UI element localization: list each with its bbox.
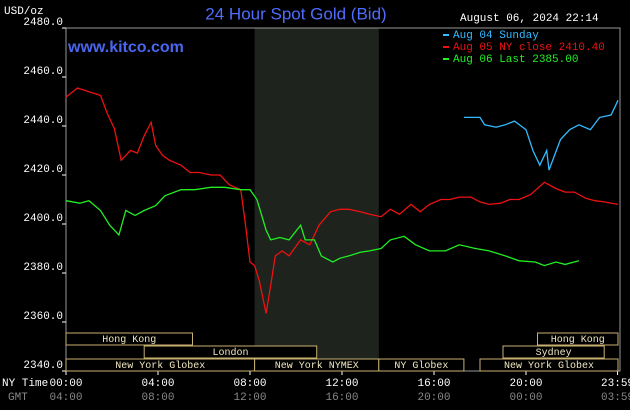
session-label: Hong Kong: [102, 335, 156, 346]
session-label: Hong Kong: [551, 335, 605, 346]
session-label: Sydney: [536, 347, 572, 359]
session-box: [378, 358, 465, 372]
y-tick-label: 2380.0: [23, 262, 63, 274]
session-box: [65, 332, 193, 346]
y-tick-label: 2440.0: [23, 115, 63, 127]
x-tick-label: 00:00: [49, 378, 82, 390]
legend-label: Aug 05 NY close 2410.40: [453, 42, 605, 54]
x2-tick-label: 03:59: [601, 392, 630, 404]
legend-label: Aug 06 Last 2385.00: [453, 54, 578, 66]
x2-tick-label: 12:00: [233, 392, 266, 404]
session-box: [143, 345, 318, 359]
x2-tick-label: 20:00: [417, 392, 450, 404]
x2-tick-label: 08:00: [141, 392, 174, 404]
y-tick-label: 2460.0: [23, 66, 63, 78]
x-axis-label: NY Time: [2, 378, 48, 390]
session-box: [537, 332, 619, 346]
session-box: [502, 345, 605, 359]
y-tick-label: 2420.0: [23, 164, 63, 176]
y-tick-label: 2360.0: [23, 311, 63, 323]
session-label: London: [212, 347, 248, 359]
session-label: NY Globex: [394, 360, 448, 372]
y-tick-label: 2340.0: [23, 360, 63, 372]
x-tick-label: 08:00: [233, 378, 266, 390]
chart-title: 24 Hour Spot Gold (Bid): [205, 4, 386, 23]
x2-tick-label: 04:00: [49, 392, 82, 404]
session-label: New York Globex: [504, 360, 594, 372]
legend-label: Aug 04 Sunday: [453, 30, 539, 42]
session-shade: [254, 28, 379, 371]
session-box: [479, 358, 619, 372]
x2-axis-label: GMT: [8, 392, 28, 404]
x-tick-label: 20:00: [509, 378, 542, 390]
session-label: New York Globex: [115, 360, 205, 372]
x-tick-label: 23:59: [601, 378, 630, 390]
x2-tick-label: 00:00: [509, 392, 542, 404]
price-line: [65, 87, 619, 314]
session-label: New York NYMEX: [275, 360, 359, 372]
x-tick-label: 04:00: [141, 378, 174, 390]
y-tick-label: 2400.0: [23, 213, 63, 225]
price-line: [65, 186, 580, 267]
x2-tick-label: 16:00: [325, 392, 358, 404]
y-tick-label: 2480.0: [23, 17, 63, 29]
timestamp: August 06, 2024 22:14: [460, 13, 599, 25]
x-tick-label: 16:00: [417, 378, 450, 390]
price-line: [463, 100, 619, 171]
y-unit: USD/oz: [4, 6, 44, 18]
watermark: www.kitco.com: [67, 39, 184, 56]
x-tick-label: 12:00: [325, 378, 358, 390]
